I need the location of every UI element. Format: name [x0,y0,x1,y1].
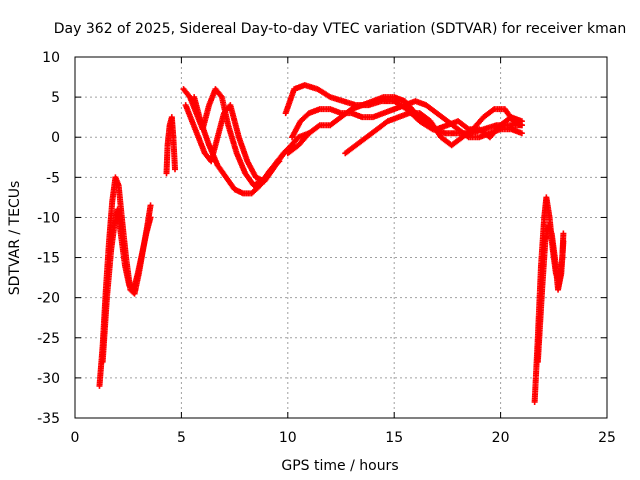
y-tick-label: 0 [51,130,60,146]
series-track-c [163,114,179,177]
y-tick-label: -10 [37,210,60,226]
x-tick-label: 5 [177,430,186,446]
y-tick-labels: -35 -30 -25 -20 -15 -10 -5 0 5 10 [37,50,60,427]
x-tick-label: 20 [492,430,510,446]
y-tick-label: -15 [37,251,60,267]
y-tick-label: -35 [37,411,60,427]
data-point [518,130,525,137]
data-layer [96,82,567,405]
y-tick-label: -25 [37,331,60,347]
plot-frame [74,56,608,419]
y-axis-label: SDTVAR / TECUs [7,181,23,296]
data-point [147,202,154,209]
y-tick-label: 10 [42,50,60,66]
x-axis-label: GPS time / hours [281,458,398,474]
y-tick-label: -5 [46,170,60,186]
tick-marks [74,56,608,419]
y-tick-label: -20 [37,291,60,307]
data-point [560,238,567,245]
data-point [560,230,567,237]
series-track-b [99,206,154,365]
data-point [518,122,525,129]
x-tick-label: 25 [598,430,616,446]
data-point [147,214,154,221]
data-point [172,166,179,173]
series-track-l [534,222,567,365]
x-tick-label: 10 [279,430,297,446]
y-tick-label: 5 [51,90,60,106]
series-track-j [342,106,525,157]
x-tick-label: 0 [71,430,80,446]
x-tick-label: 15 [385,430,403,446]
x-tick-labels: 0 5 10 15 20 25 [71,430,616,446]
chart-title: Day 362 of 2025, Sidereal Day-to-day VTE… [54,21,626,37]
y-tick-label: -30 [37,371,60,387]
